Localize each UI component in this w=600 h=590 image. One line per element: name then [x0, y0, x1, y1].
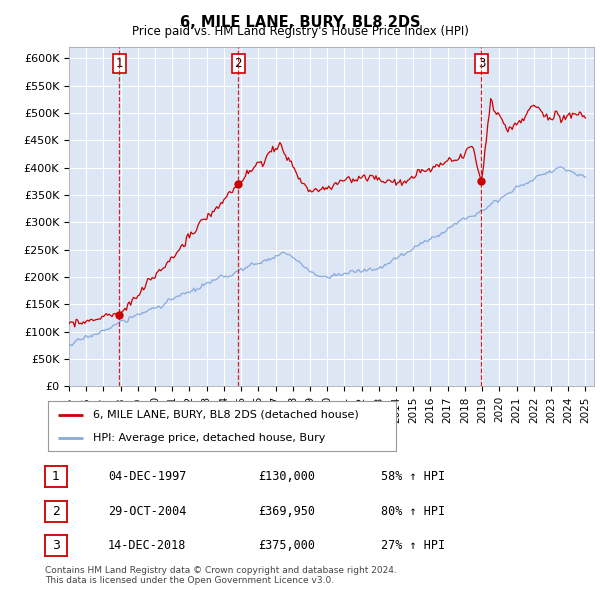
Text: £369,950: £369,950: [258, 505, 315, 518]
Text: 2: 2: [52, 505, 60, 518]
Text: 80% ↑ HPI: 80% ↑ HPI: [381, 505, 445, 518]
Text: Price paid vs. HM Land Registry's House Price Index (HPI): Price paid vs. HM Land Registry's House …: [131, 25, 469, 38]
Text: 2: 2: [235, 57, 242, 70]
Text: 27% ↑ HPI: 27% ↑ HPI: [381, 539, 445, 552]
Text: £130,000: £130,000: [258, 470, 315, 483]
Text: 6, MILE LANE, BURY, BL8 2DS (detached house): 6, MILE LANE, BURY, BL8 2DS (detached ho…: [93, 409, 359, 419]
Text: 1: 1: [52, 470, 60, 483]
Text: HPI: Average price, detached house, Bury: HPI: Average price, detached house, Bury: [93, 433, 326, 443]
Text: 04-DEC-1997: 04-DEC-1997: [108, 470, 187, 483]
Text: 6, MILE LANE, BURY, BL8 2DS: 6, MILE LANE, BURY, BL8 2DS: [180, 15, 420, 30]
Text: 1: 1: [116, 57, 123, 70]
Text: 3: 3: [478, 57, 485, 70]
Text: 58% ↑ HPI: 58% ↑ HPI: [381, 470, 445, 483]
Text: Contains HM Land Registry data © Crown copyright and database right 2024.
This d: Contains HM Land Registry data © Crown c…: [45, 566, 397, 585]
Text: 14-DEC-2018: 14-DEC-2018: [108, 539, 187, 552]
Text: £375,000: £375,000: [258, 539, 315, 552]
Text: 29-OCT-2004: 29-OCT-2004: [108, 505, 187, 518]
Text: 3: 3: [52, 539, 60, 552]
